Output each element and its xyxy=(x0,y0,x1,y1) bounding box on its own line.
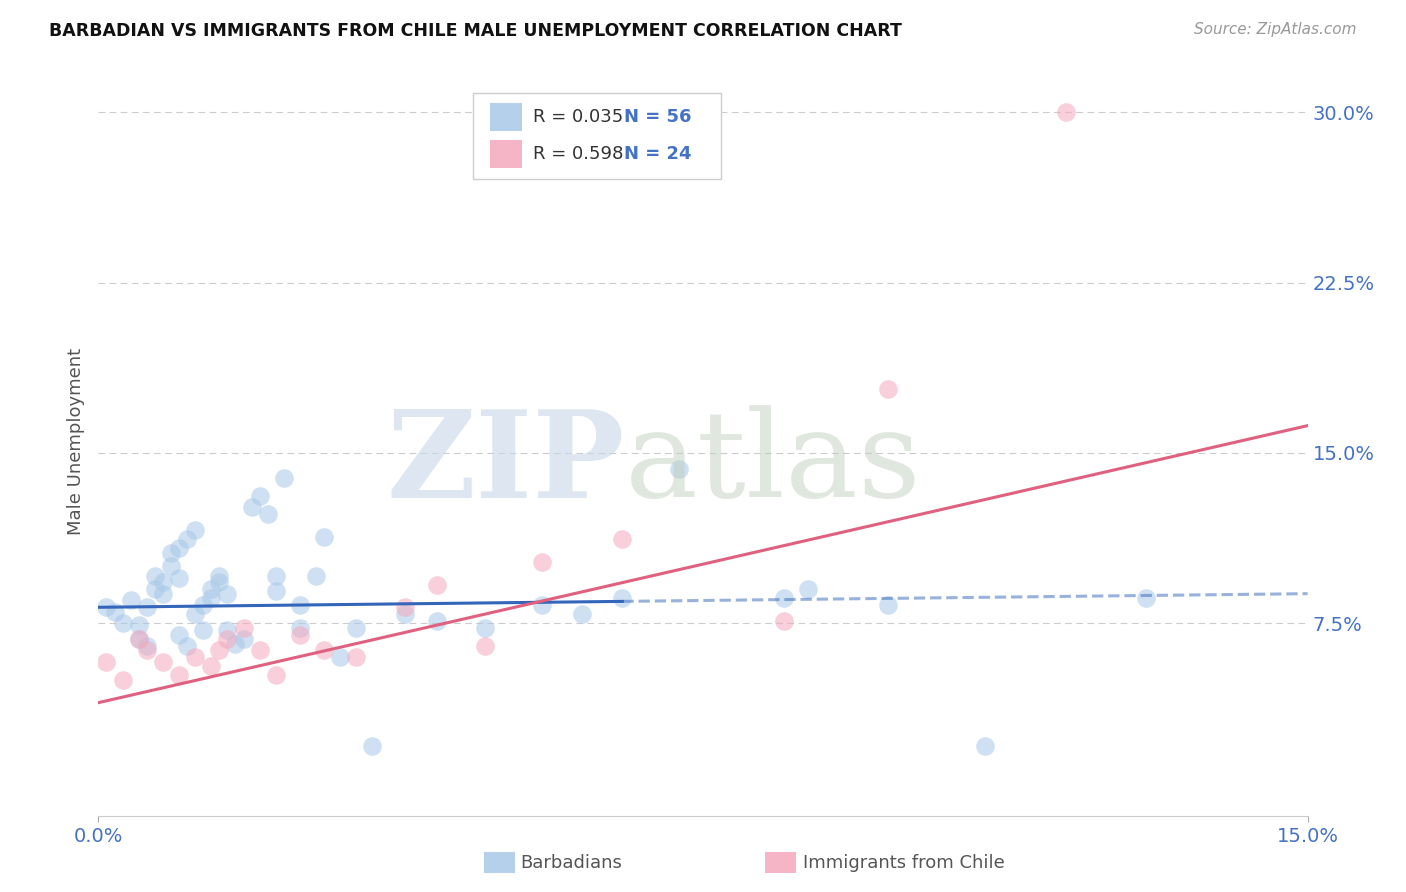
Point xyxy=(877,382,900,396)
Point xyxy=(530,598,553,612)
Text: N = 24: N = 24 xyxy=(624,145,692,162)
Point xyxy=(344,650,367,665)
Point xyxy=(208,568,231,582)
Point xyxy=(394,600,416,615)
Point xyxy=(232,621,254,635)
Y-axis label: Male Unemployment: Male Unemployment xyxy=(66,348,84,535)
Text: atlas: atlas xyxy=(624,406,921,523)
Point xyxy=(160,546,183,560)
Text: ZIP: ZIP xyxy=(387,405,624,523)
Point xyxy=(135,643,157,657)
Point xyxy=(249,643,271,657)
Point xyxy=(143,568,166,582)
Point xyxy=(772,614,794,628)
Point xyxy=(208,643,231,657)
Point xyxy=(474,639,496,653)
Point xyxy=(135,600,157,615)
Point xyxy=(96,600,118,615)
Point xyxy=(232,632,254,646)
Point xyxy=(329,650,352,665)
Point xyxy=(167,668,190,682)
Text: Immigrants from Chile: Immigrants from Chile xyxy=(803,854,1004,871)
Point xyxy=(152,587,174,601)
Point xyxy=(193,598,215,612)
Point xyxy=(184,523,207,537)
Point xyxy=(167,541,190,556)
Point xyxy=(143,582,166,596)
Point xyxy=(288,627,311,641)
Point xyxy=(167,627,190,641)
Text: R = 0.035: R = 0.035 xyxy=(533,108,623,126)
Point xyxy=(314,643,336,657)
Point xyxy=(571,607,593,621)
Point xyxy=(135,639,157,653)
Point xyxy=(217,632,239,646)
FancyBboxPatch shape xyxy=(474,93,721,179)
Point xyxy=(200,659,222,673)
Point xyxy=(176,639,198,653)
Point xyxy=(111,673,134,687)
Point xyxy=(128,618,150,632)
Point xyxy=(103,605,125,619)
Point xyxy=(288,621,311,635)
Point xyxy=(240,500,263,515)
Point xyxy=(426,577,449,591)
Point xyxy=(111,616,134,631)
Point xyxy=(974,739,997,753)
Point xyxy=(152,655,174,669)
Point xyxy=(264,668,287,682)
Point xyxy=(224,637,246,651)
Point xyxy=(426,614,449,628)
Text: BARBADIAN VS IMMIGRANTS FROM CHILE MALE UNEMPLOYMENT CORRELATION CHART: BARBADIAN VS IMMIGRANTS FROM CHILE MALE … xyxy=(49,22,903,40)
Point xyxy=(167,571,190,585)
Point xyxy=(200,582,222,596)
Point xyxy=(273,471,295,485)
Point xyxy=(193,623,215,637)
Point xyxy=(1054,105,1077,120)
Point xyxy=(208,575,231,590)
Point xyxy=(288,598,311,612)
Point xyxy=(96,655,118,669)
Point xyxy=(256,507,278,521)
Point xyxy=(668,462,690,476)
Point xyxy=(612,532,634,546)
Point xyxy=(772,591,794,606)
Point xyxy=(200,591,222,606)
Point xyxy=(264,568,287,582)
Point xyxy=(160,559,183,574)
Point xyxy=(877,598,900,612)
Point xyxy=(264,584,287,599)
Point xyxy=(1135,591,1157,606)
Text: N = 56: N = 56 xyxy=(624,108,692,126)
Point xyxy=(361,739,384,753)
Point xyxy=(344,621,367,635)
Point xyxy=(217,623,239,637)
Text: Source: ZipAtlas.com: Source: ZipAtlas.com xyxy=(1194,22,1357,37)
Text: R = 0.598: R = 0.598 xyxy=(533,145,623,162)
Point xyxy=(394,607,416,621)
Point xyxy=(128,632,150,646)
Point xyxy=(128,632,150,646)
Point xyxy=(305,568,328,582)
Point xyxy=(176,532,198,546)
FancyBboxPatch shape xyxy=(491,103,522,131)
Point xyxy=(249,489,271,503)
Point xyxy=(152,575,174,590)
Point xyxy=(314,530,336,544)
Point xyxy=(184,650,207,665)
Point xyxy=(797,582,820,596)
Point xyxy=(612,591,634,606)
Point xyxy=(530,555,553,569)
Point xyxy=(120,593,142,607)
Text: Barbadians: Barbadians xyxy=(520,854,621,871)
FancyBboxPatch shape xyxy=(491,140,522,169)
Point xyxy=(217,587,239,601)
Point xyxy=(184,607,207,621)
Point xyxy=(474,621,496,635)
